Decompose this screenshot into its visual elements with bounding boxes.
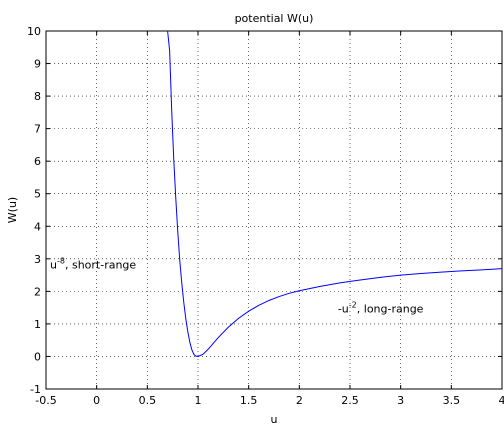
y-axis-label: W(u) (6, 197, 19, 223)
y-tick-label: 10 (27, 25, 41, 38)
x-tick-labels: -0.5 0 0.5 1 1.5 2 2.5 3 3.5 4 (35, 394, 504, 407)
chart-title: potential W(u) (235, 12, 314, 25)
grid (46, 31, 502, 389)
x-tick-label: -0.5 (35, 394, 56, 407)
x-tick-label: 2 (296, 394, 303, 407)
y-tick-label: 9 (34, 58, 41, 71)
y-tick-label: 1 (34, 318, 41, 331)
x-tick-label: 1 (195, 394, 202, 407)
y-tick-label: 6 (34, 155, 41, 168)
x-tick-label: 1.5 (240, 394, 258, 407)
x-tick-label: 0.5 (139, 394, 157, 407)
x-tick-label: 3 (397, 394, 404, 407)
axes-frame (45, 30, 503, 390)
x-tick-label: 4 (499, 394, 504, 407)
annotation-short-range-base: u (50, 259, 57, 272)
y-tick-labels: -1 0 1 2 3 4 5 6 7 8 9 10 (27, 25, 41, 396)
annotation-long-range-exponent: -2 (349, 301, 357, 310)
annotation-long-range-base: -u (338, 303, 349, 316)
y-tick-label: 8 (34, 90, 41, 103)
x-tick-label: 0 (93, 394, 100, 407)
annotation-short-range: u-8, short-range (50, 257, 136, 272)
annotation-short-range-exponent: -8 (57, 257, 65, 266)
y-tick-label: 3 (34, 253, 41, 266)
annotation-short-range-text: , short-range (65, 259, 136, 272)
y-tick-label: 5 (34, 188, 41, 201)
x-axis-label: u (271, 413, 278, 425)
series-line-W (167, 30, 503, 357)
x-tick-label: 2.5 (341, 394, 359, 407)
annotation-long-range-text: , long-range (357, 303, 424, 316)
x-tick-label: 3.5 (443, 394, 461, 407)
y-tick-label: 7 (34, 123, 41, 136)
y-tick-label: 0 (34, 350, 41, 363)
annotation-long-range: -u-2, long-range (338, 301, 424, 316)
y-tick-label: -1 (30, 383, 41, 396)
y-tick-label: 4 (34, 220, 41, 233)
tick-marks (45, 30, 503, 390)
y-tick-label: 2 (34, 285, 41, 298)
